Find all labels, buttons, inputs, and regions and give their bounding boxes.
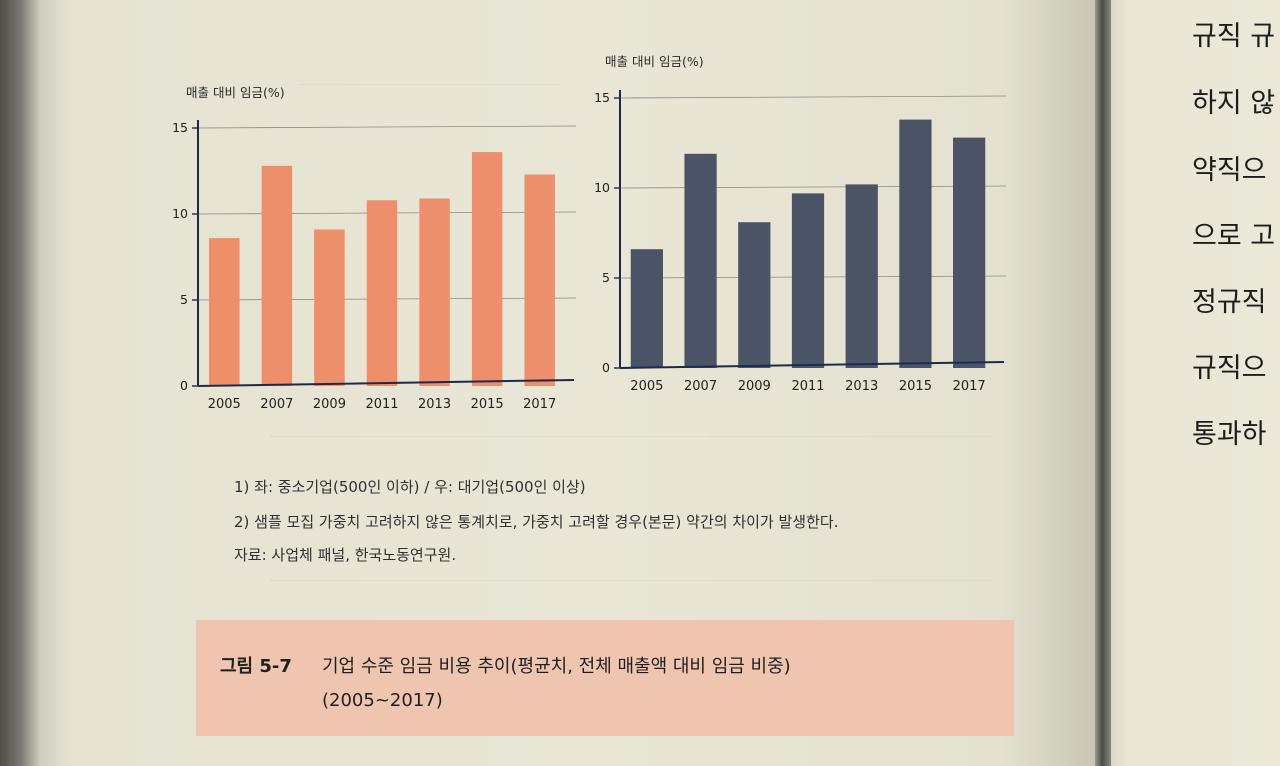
x-tick-label: 2015 xyxy=(471,397,504,412)
bar xyxy=(845,184,878,368)
bar xyxy=(791,193,825,368)
right-book-page xyxy=(1108,0,1280,766)
y-tick-label: 0 xyxy=(602,360,610,375)
right-line-6: 규직으 xyxy=(1192,353,1267,384)
right-line-2: 하지 않 xyxy=(1192,88,1276,119)
bar xyxy=(366,200,398,386)
chart-small-firms-svg: 0 5 10 15 2005 2007 2009 2011 2013 2015 2017 xyxy=(172,120,577,412)
chart-large-firms-svg: 0 5 10 15 2005 2007 2009 2011 2013 2015 2017 xyxy=(594,90,1007,394)
bar xyxy=(471,152,503,386)
chart-small-firms: 매출 대비 임금(%) 0 5 10 15 2005 2007 2009 2011 2013 20… xyxy=(150,70,590,420)
y-tick-label: 15 xyxy=(172,120,188,135)
x-tick-label: 2011 xyxy=(365,397,398,412)
figure-label: 그림 5-7 xyxy=(220,656,292,677)
right-line-7: 통과하 xyxy=(1192,419,1267,450)
x-tick-label: 2013 xyxy=(418,397,451,412)
x-tick-label: 2017 xyxy=(523,397,556,412)
right-line-3: 약직으 xyxy=(1192,155,1267,186)
bar xyxy=(314,229,345,386)
bar xyxy=(419,198,450,386)
x-tick-label: 2005 xyxy=(208,397,241,412)
bar xyxy=(524,174,555,386)
x-tick-label: 2011 xyxy=(791,379,824,394)
source-note: 자료: 사업체 패널, 한국노동연구원. xyxy=(234,546,457,564)
gridline xyxy=(197,125,577,129)
bar xyxy=(684,153,717,368)
x-tick-label: 2009 xyxy=(738,379,771,394)
right-line-4: 으로 고 xyxy=(1192,221,1276,252)
x-tick-label: 2007 xyxy=(684,379,717,394)
x-tick-label: 2013 xyxy=(845,379,878,394)
right-line-5: 정규직 xyxy=(1192,287,1267,318)
note-1: 1) 좌: 중소기업(500인 이하) / 우: 대기업(500인 이상) xyxy=(234,478,586,496)
figure-range: (2005~2017) xyxy=(322,690,443,711)
y-tick-label: 10 xyxy=(594,180,610,195)
bar xyxy=(738,222,771,368)
x-axis xyxy=(619,361,1005,369)
x-tick-label: 2009 xyxy=(313,397,346,412)
y-tick-label: 5 xyxy=(602,270,610,285)
bar xyxy=(899,119,932,368)
y-tick-label: 10 xyxy=(172,206,188,221)
show-through-texture xyxy=(270,84,990,581)
x-axis xyxy=(197,379,575,387)
bar xyxy=(261,165,293,386)
x-tick-label: 2017 xyxy=(953,379,986,394)
right-line-1: 규직 규 xyxy=(1192,21,1276,52)
bar xyxy=(630,249,663,368)
figure-title: 기업 수준 임금 비용 추이(평균치, 전체 매출액 대비 임금 비중) xyxy=(322,656,791,677)
bar xyxy=(209,238,240,386)
gridline xyxy=(619,185,1007,189)
note-2: 2) 샘플 모집 가중치 고려하지 않은 통계치로, 가중치 고려할 경우(본문… xyxy=(234,513,839,531)
bar xyxy=(953,137,986,368)
book-gutter xyxy=(1095,0,1111,766)
x-tick-label: 2015 xyxy=(899,379,932,394)
y-tick-label: 0 xyxy=(180,378,188,393)
chart-large-firms: 매출 대비 임금(%) 0 5 10 15 2005 2007 2009 2011 2013 20… xyxy=(580,40,1020,400)
figure-caption: 그림 5-7 기업 수준 임금 비용 추이(평균치, 전체 매출액 대비 임금 … xyxy=(196,620,1014,736)
y-axis-label: 매출 대비 임금(%) xyxy=(605,54,704,69)
y-tick-label: 5 xyxy=(180,292,188,307)
y-tick-label: 15 xyxy=(594,90,610,105)
x-tick-label: 2005 xyxy=(630,379,663,394)
gridline xyxy=(619,95,1007,99)
x-tick-label: 2007 xyxy=(260,397,293,412)
y-axis-label: 매출 대비 임금(%) xyxy=(186,85,285,100)
